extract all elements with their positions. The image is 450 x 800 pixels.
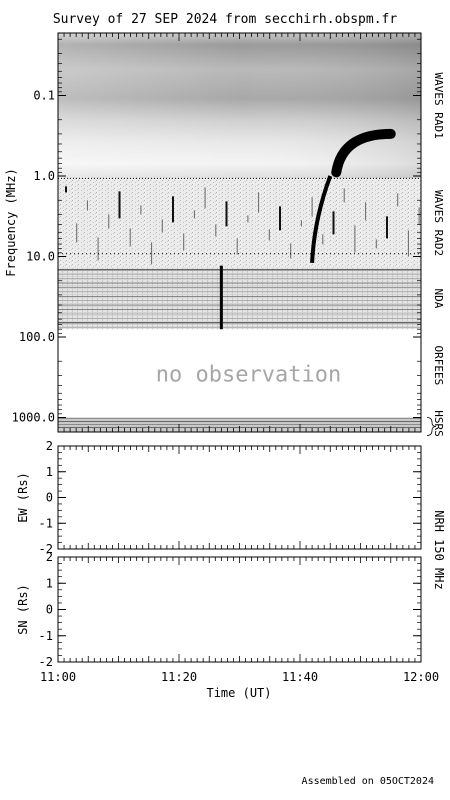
y-tick-label: 100.0	[19, 330, 55, 344]
burst-marks	[219, 128, 396, 330]
assembled-footer: Assembled on 05OCT2024	[302, 776, 434, 787]
band-labels: WAVES RAD1 WAVES RAD2 NDA ORFEES HSRS	[426, 73, 445, 437]
nda-interference-lines	[58, 269, 421, 328]
nda-band-image	[58, 267, 421, 330]
y-tick-label: 2	[46, 550, 53, 564]
y-tick-label: 2	[46, 439, 53, 453]
y-tick-label: 1	[46, 576, 53, 590]
frequency-axis-label: Frequency (MHz)	[4, 168, 18, 276]
x-tick-label: 11:00	[40, 670, 76, 684]
band-label: ORFEES	[432, 345, 445, 385]
rad1-band-shading	[58, 33, 421, 179]
band-label: HSRS	[432, 410, 445, 437]
rad2-band-image	[58, 178, 421, 268]
figure-title: Survey of 27 SEP 2024 from secchirh.obsp…	[53, 12, 398, 27]
panel-frame	[57, 445, 422, 550]
burst-type-iii	[310, 175, 333, 263]
band-label: WAVES RAD2	[432, 190, 445, 256]
burst-rad1	[331, 128, 396, 178]
band-label: WAVES RAD1	[432, 73, 445, 139]
y-tick-label: 0	[46, 491, 53, 505]
y-tick-label: 1000.0	[12, 411, 55, 425]
x-tick-label: 12:00	[403, 670, 439, 684]
y-tick-label: -1	[39, 516, 53, 530]
rad2-short-bursts	[65, 186, 420, 265]
y-tick-label: 1	[46, 465, 53, 479]
y-tick-label: -2	[39, 542, 53, 556]
x-tick-label: 11:40	[282, 670, 318, 684]
hsrs-bracket	[426, 417, 437, 436]
band-label: NDA	[432, 289, 445, 309]
sn-axis-label: SN (Rs)	[16, 584, 30, 635]
ew-axis-label: EW (Rs)	[16, 472, 30, 523]
y-tick-label: 0	[46, 603, 53, 617]
x-tick-label: 11:20	[161, 670, 197, 684]
y-tick-label: 0.1	[33, 89, 55, 103]
axes-layer: 11:00 11:20 11:40 12:00 0.1 1.0 10.0 100.0 1000.…	[12, 32, 439, 684]
y-tick-label: 1.0	[33, 169, 55, 183]
panel-frame	[57, 556, 422, 663]
no-observation-label: no observation	[156, 362, 341, 387]
y-tick-label: 10.0	[26, 250, 55, 264]
y-tick-label: -2	[39, 655, 53, 669]
y-tick-label: -1	[39, 629, 53, 643]
nrh-label: NRH 150 MHz	[432, 510, 446, 589]
time-axis-label: Time (UT)	[206, 686, 271, 700]
